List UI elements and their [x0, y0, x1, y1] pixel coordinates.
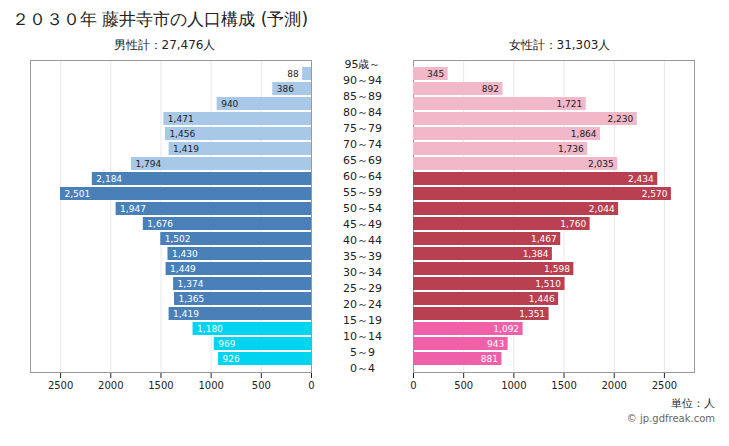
svg-text:1,510: 1,510: [535, 279, 561, 289]
svg-text:1,351: 1,351: [519, 309, 545, 319]
svg-text:0～4: 0～4: [350, 362, 375, 375]
svg-text:1,760: 1,760: [560, 219, 586, 229]
svg-text:2000: 2000: [98, 380, 123, 391]
svg-text:1,598: 1,598: [544, 264, 570, 274]
html-text:男性計：27,476人: 男性計：27,476人: [113, 38, 216, 52]
svg-text:60～64: 60～64: [343, 170, 382, 183]
svg-text:1,864: 1,864: [571, 129, 597, 139]
svg-text:2000: 2000: [601, 380, 626, 391]
svg-text:1,384: 1,384: [523, 249, 549, 259]
svg-text:1,721: 1,721: [556, 99, 582, 109]
svg-text:50～54: 50～54: [343, 202, 382, 215]
svg-text:969: 969: [218, 339, 235, 349]
svg-text:1,419: 1,419: [173, 309, 199, 319]
svg-text:2,230: 2,230: [608, 114, 634, 124]
svg-text:500: 500: [252, 380, 271, 391]
svg-text:20～24: 20～24: [343, 298, 382, 311]
svg-text:40～44: 40～44: [343, 234, 382, 247]
svg-text:1,467: 1,467: [531, 234, 557, 244]
svg-text:25～29: 25～29: [343, 282, 382, 295]
svg-text:88: 88: [287, 69, 299, 79]
svg-text:1000: 1000: [501, 380, 526, 391]
svg-text:10～14: 10～14: [343, 330, 382, 343]
svg-text:1500: 1500: [148, 380, 173, 391]
svg-text:1,947: 1,947: [120, 204, 146, 214]
svg-text:5～9: 5～9: [350, 346, 375, 359]
html-text:© jp.gdfreak.com: © jp.gdfreak.com: [626, 413, 715, 424]
svg-text:1,471: 1,471: [168, 114, 194, 124]
svg-text:90～94: 90～94: [343, 74, 382, 87]
svg-text:1,365: 1,365: [179, 294, 205, 304]
svg-text:0: 0: [410, 380, 416, 391]
svg-text:892: 892: [482, 84, 499, 94]
svg-text:1,449: 1,449: [170, 264, 196, 274]
svg-text:85～89: 85～89: [343, 90, 382, 103]
svg-text:2,434: 2,434: [628, 174, 654, 184]
svg-text:943: 943: [487, 339, 504, 349]
svg-text:1,502: 1,502: [165, 234, 191, 244]
svg-text:2,570: 2,570: [642, 189, 668, 199]
html-text:２０３０年 藤井寺市の人口構成 (予測): ２０３０年 藤井寺市の人口構成 (予測): [12, 9, 309, 29]
svg-text:2500: 2500: [652, 380, 677, 391]
svg-text:1,794: 1,794: [135, 159, 161, 169]
svg-text:45～49: 45～49: [343, 218, 382, 231]
svg-text:75～79: 75～79: [343, 122, 382, 135]
svg-text:2,044: 2,044: [589, 204, 615, 214]
svg-text:80～84: 80～84: [343, 106, 382, 119]
svg-text:35～39: 35～39: [343, 250, 382, 263]
svg-text:0: 0: [308, 380, 314, 391]
svg-text:926: 926: [223, 354, 240, 364]
svg-text:500: 500: [454, 380, 473, 391]
svg-text:1,676: 1,676: [147, 219, 173, 229]
svg-text:15～19: 15～19: [343, 314, 382, 327]
svg-text:881: 881: [481, 354, 498, 364]
svg-text:1,446: 1,446: [529, 294, 555, 304]
svg-text:386: 386: [277, 84, 294, 94]
svg-text:1500: 1500: [551, 380, 576, 391]
svg-text:940: 940: [221, 99, 238, 109]
svg-text:1,456: 1,456: [169, 129, 195, 139]
svg-text:95歳～: 95歳～: [345, 58, 381, 71]
svg-text:2,035: 2,035: [588, 159, 614, 169]
svg-text:2,501: 2,501: [65, 189, 91, 199]
svg-text:1,430: 1,430: [172, 249, 198, 259]
svg-text:55～59: 55～59: [343, 186, 382, 199]
svg-text:70～74: 70～74: [343, 138, 382, 151]
svg-text:1,180: 1,180: [197, 324, 223, 334]
svg-text:1,736: 1,736: [558, 144, 584, 154]
svg-text:1,419: 1,419: [173, 144, 199, 154]
svg-text:1000: 1000: [198, 380, 223, 391]
svg-text:2500: 2500: [48, 380, 73, 391]
svg-text:2,184: 2,184: [96, 174, 122, 184]
html-text:女性計：31,303人: 女性計：31,303人: [508, 38, 611, 52]
svg-text:345: 345: [427, 69, 444, 79]
svg-text:65～69: 65～69: [343, 154, 382, 167]
svg-text:30～34: 30～34: [343, 266, 382, 279]
html-text:単位：人: 単位：人: [671, 397, 715, 410]
svg-text:1,092: 1,092: [493, 324, 519, 334]
svg-text:1,374: 1,374: [178, 279, 204, 289]
